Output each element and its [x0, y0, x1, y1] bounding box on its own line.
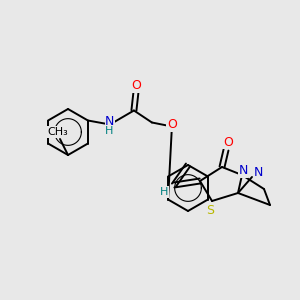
- Text: O: O: [131, 79, 141, 92]
- Text: N: N: [105, 115, 115, 128]
- Text: CH₃: CH₃: [48, 127, 68, 137]
- Text: O: O: [223, 136, 233, 148]
- Text: S: S: [206, 203, 214, 217]
- Text: H: H: [105, 127, 113, 136]
- Text: H: H: [160, 187, 168, 197]
- Text: N: N: [238, 164, 248, 178]
- Text: N: N: [253, 166, 263, 178]
- Text: O: O: [167, 118, 177, 131]
